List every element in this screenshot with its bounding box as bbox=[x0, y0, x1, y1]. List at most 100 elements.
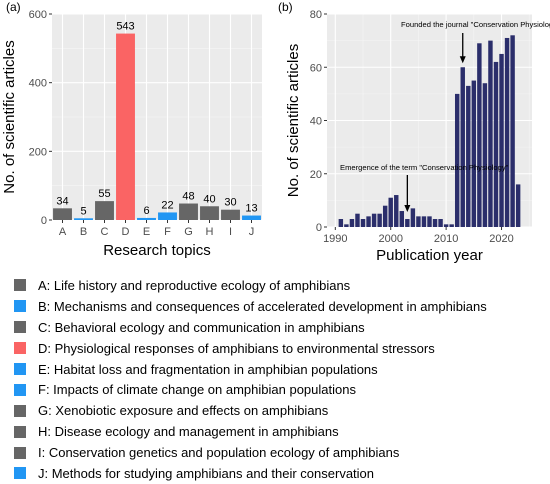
panel-a-x-axis-title: Research topics bbox=[103, 242, 211, 259]
legend-swatch bbox=[14, 321, 26, 334]
legend-swatch bbox=[14, 404, 26, 417]
panel-a-label: (a) bbox=[6, 0, 21, 14]
panel-b-bar-2023 bbox=[515, 184, 521, 227]
figure-canvas: 020040060034A5B55C543D6E22F48G40H30I13JR… bbox=[1, 0, 550, 264]
panel-a-bar-C bbox=[95, 201, 114, 220]
panel-b-y-tick-label: 20 bbox=[310, 169, 322, 181]
panel-b-bar-1993 bbox=[349, 219, 355, 227]
panel-a-data-label: 5 bbox=[80, 205, 86, 217]
legend-item: E: Habitat loss and fragmentation in amp… bbox=[14, 359, 544, 380]
panel-b-bar-2017 bbox=[482, 83, 488, 227]
legend-label: F: Impacts of climate change on amphibia… bbox=[38, 382, 356, 398]
panel-a-data-label: 48 bbox=[182, 191, 194, 203]
topic-legend: A: Life history and reproductive ecology… bbox=[14, 275, 544, 484]
panel-b-bar-2006 bbox=[421, 216, 427, 227]
panel-a-x-tick-label: C bbox=[101, 226, 109, 238]
legend-label: C: Behavioral ecology and communication … bbox=[38, 319, 365, 335]
legend-item: G: Xenobiotic exposure and effects on am… bbox=[14, 400, 544, 421]
panel-b-bar-2020 bbox=[499, 53, 504, 227]
panel-b-bar-2015 bbox=[471, 80, 477, 227]
legend-swatch bbox=[14, 425, 26, 438]
legend-label: A: Life history and reproductive ecology… bbox=[38, 277, 351, 293]
panel-b-bar-2021 bbox=[504, 37, 510, 228]
panel-b-bar-2001 bbox=[394, 195, 399, 227]
legend-swatch bbox=[14, 363, 26, 375]
panel-b-bar-1995 bbox=[360, 219, 366, 227]
panel-b-bar-2007 bbox=[427, 216, 432, 227]
panel-a-bar-A bbox=[53, 208, 72, 220]
panel-b-bar-1999 bbox=[382, 205, 388, 227]
legend-swatch bbox=[14, 300, 26, 313]
panel-b-label: (b) bbox=[278, 0, 293, 14]
panel-a-data-label: 6 bbox=[143, 205, 149, 217]
panel-a-bar-I bbox=[221, 209, 240, 220]
legend-label: G: Xenobiotic exposure and effects on am… bbox=[38, 403, 329, 419]
panel-b-x-tick-label: 1990 bbox=[323, 233, 347, 245]
legend-item: A: Life history and reproductive ecology… bbox=[14, 275, 544, 296]
panel-b-bar-2018 bbox=[488, 40, 493, 227]
panel-b-y-tick-label: 40 bbox=[310, 116, 322, 128]
panel-a-bar-D bbox=[116, 33, 135, 220]
panel-b-y-tick-label: 0 bbox=[316, 222, 322, 234]
panel-a-bar-F bbox=[158, 212, 177, 220]
panel-a-y-tick-label: 0 bbox=[41, 215, 47, 227]
panel-b-y-axis-title: No. of scientific articles bbox=[285, 44, 302, 197]
panel-b-bar-2011 bbox=[449, 224, 454, 227]
panel-b-x-tick-label: 2000 bbox=[378, 233, 402, 245]
legend-label: H: Disease ecology and management in amp… bbox=[38, 424, 339, 440]
legend-label: B: Mechanisms and consequences of accele… bbox=[38, 298, 487, 314]
panel-b-bar-1997 bbox=[371, 213, 377, 227]
panel-b-bar-1992 bbox=[344, 224, 349, 227]
panel-b-bar-2016 bbox=[477, 43, 482, 227]
panel-a-x-tick-label: D bbox=[122, 226, 130, 238]
panel-b-y-tick-label: 80 bbox=[310, 9, 322, 21]
legend-item: C: Behavioral ecology and communication … bbox=[14, 317, 544, 338]
panel-a-bar-G bbox=[179, 203, 198, 220]
panel-b-annotation-text: Founded the journal "Conservation Physio… bbox=[401, 20, 550, 29]
legend-item: F: Impacts of climate change on amphibia… bbox=[14, 379, 544, 400]
legend-item: D: Physiological responses of amphibians… bbox=[14, 338, 544, 359]
panel-b-bar-2005 bbox=[416, 216, 421, 227]
panel-b-annotation-text: Emergence of the term "Conservation Phys… bbox=[340, 163, 509, 172]
panel-b-x-axis-title: Publication year bbox=[376, 247, 483, 264]
legend-swatch bbox=[14, 467, 26, 480]
panel-a-bar-J bbox=[242, 215, 261, 220]
panel-b-x-tick-label: 2010 bbox=[434, 233, 458, 245]
panel-a-data-label: 22 bbox=[161, 199, 173, 211]
panel-b-annotation-arrowhead bbox=[404, 205, 411, 213]
panel-b-bar-2002 bbox=[399, 211, 405, 227]
panel-a-x-tick-label: J bbox=[249, 226, 255, 238]
legend-label: I: Conservation genetics and population … bbox=[38, 445, 400, 461]
panel-a-data-label: 34 bbox=[56, 195, 68, 207]
legend-item: I: Conservation genetics and population … bbox=[14, 442, 544, 463]
panel-a-bar-E bbox=[137, 217, 156, 220]
panel-b-bar-1994 bbox=[355, 213, 360, 227]
panel-b-bar-2014 bbox=[466, 85, 471, 227]
panel-b-bar-2019 bbox=[493, 61, 499, 227]
panel-a-x-tick-label: A bbox=[59, 226, 67, 238]
panel-a-x-tick-label: G bbox=[184, 226, 193, 238]
panel-b-bar-1991 bbox=[338, 219, 344, 227]
legend-item: B: Mechanisms and consequences of accele… bbox=[14, 296, 544, 317]
panel-b-annotation-arrowhead bbox=[459, 56, 466, 64]
panel-a-data-label: 543 bbox=[116, 21, 134, 33]
panel-a-x-tick-label: E bbox=[143, 226, 150, 238]
panel-a-data-label: 13 bbox=[245, 203, 257, 215]
panel-a-x-tick-label: I bbox=[229, 226, 232, 238]
panel-b-bar-2009 bbox=[438, 219, 443, 227]
panel-b-bar-2008 bbox=[432, 219, 438, 227]
panel-b-bar-2010 bbox=[443, 224, 449, 227]
panel-b-bar-2003 bbox=[405, 219, 410, 227]
legend-label: J: Methods for studying amphibians and t… bbox=[38, 465, 375, 481]
panel-b-bar-1996 bbox=[366, 216, 371, 227]
legend-item: J: Methods for studying amphibians and t… bbox=[14, 463, 544, 484]
legend-swatch bbox=[14, 279, 26, 292]
panel-a-y-tick-label: 200 bbox=[29, 146, 47, 158]
panel-a-bar-H bbox=[200, 206, 219, 220]
panel-a-y-tick-label: 400 bbox=[29, 78, 47, 90]
panel-b-bar-1998 bbox=[377, 213, 382, 227]
panel-a-data-label: 40 bbox=[203, 193, 215, 205]
panel-b-bar-2012 bbox=[454, 93, 460, 227]
panel-a-data-label: 55 bbox=[98, 188, 110, 200]
legend-swatch bbox=[14, 342, 26, 355]
